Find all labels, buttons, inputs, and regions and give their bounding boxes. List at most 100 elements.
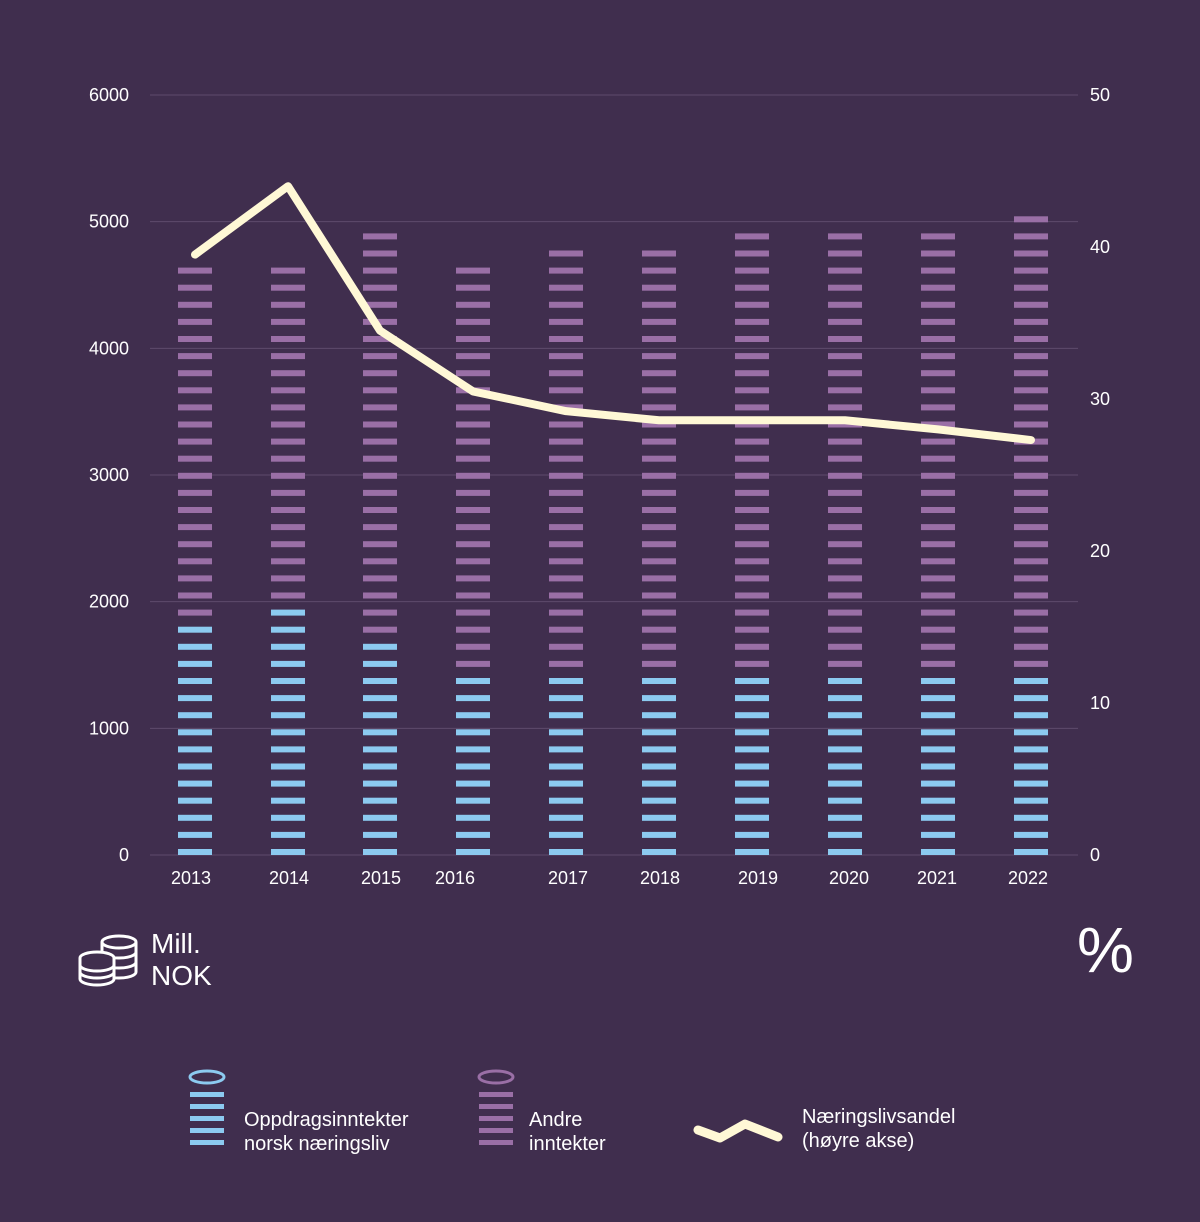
right-tick-label: 10: [1090, 693, 1110, 713]
blue-segment: [549, 780, 583, 787]
blue-segment: [456, 831, 490, 838]
purple-segment: [735, 472, 769, 479]
purple-segment: [271, 421, 305, 428]
purple-segment: [549, 575, 583, 582]
blue-segment: [549, 712, 583, 719]
right-axis-ticks: 0 10 20 30 40 50: [1090, 85, 1110, 865]
left-tick-label: 2000: [89, 592, 129, 612]
blue-segment: [642, 763, 676, 770]
purple-segment: [363, 233, 397, 240]
blue-segment: [178, 695, 212, 702]
purple-segment: [1014, 524, 1048, 531]
purple-segment: [642, 421, 676, 428]
purple-segment: [363, 284, 397, 291]
right-tick-label: 40: [1090, 237, 1110, 257]
purple-segment: [178, 507, 212, 513]
blue-segment: [642, 780, 676, 787]
blue-segment: [271, 712, 305, 719]
purple-segment: [642, 524, 676, 531]
blue-segment: [1014, 746, 1048, 753]
purple-segment: [271, 370, 305, 377]
purple-segment: [828, 609, 862, 616]
purple-segment: [363, 267, 397, 274]
purple-segment: [549, 370, 583, 377]
purple-segment: [921, 643, 955, 650]
blue-segment: [363, 780, 397, 787]
bar-blue-2018: [642, 678, 676, 855]
purple-segment: [735, 387, 769, 394]
bars: [178, 216, 1048, 855]
purple-segment: [456, 507, 490, 513]
blue-segment: [178, 814, 212, 821]
legend-label-blue: Oppdragsinntekter norsk næringsliv: [244, 1108, 409, 1156]
purple-segment: [642, 318, 676, 325]
bar-purple-2021: [921, 233, 955, 667]
purple-segment: [456, 455, 490, 462]
purple-segment: [642, 558, 676, 565]
purple-segment: [828, 336, 862, 342]
purple-segment: [363, 507, 397, 513]
purple-segment: [921, 609, 955, 616]
blue-segment: [363, 831, 397, 838]
purple-segment: [271, 524, 305, 531]
purple-segment: [363, 575, 397, 582]
legend-purple-stack-icon: [477, 1069, 515, 1145]
blue-segment: [549, 831, 583, 838]
blue-segment: [828, 763, 862, 770]
blue-segment: [1014, 712, 1048, 719]
purple-segment: [828, 250, 862, 257]
bar-purple-2019: [735, 233, 769, 667]
blue-segment: [271, 695, 305, 702]
purple-segment: [363, 592, 397, 599]
left-unit-line1: Mill.: [151, 928, 201, 959]
purple-segment: [456, 353, 490, 360]
blue-segment: [1014, 695, 1048, 702]
x-tick-label: 2022: [1008, 868, 1048, 888]
purple-segment: [735, 438, 769, 445]
blue-segment: [549, 849, 583, 855]
purple-segment: [1014, 404, 1048, 411]
blue-segment: [828, 712, 862, 719]
purple-segment: [828, 370, 862, 377]
purple-segment: [271, 318, 305, 325]
purple-segment: [363, 609, 397, 616]
purple-segment: [363, 370, 397, 377]
purple-segment: [1014, 318, 1048, 325]
blue-segment: [271, 746, 305, 753]
blue-segment: [271, 849, 305, 855]
legend-stack-top: [477, 1069, 515, 1085]
purple-segment: [828, 455, 862, 462]
purple-segment: [363, 558, 397, 565]
blue-segment: [271, 660, 305, 667]
purple-segment: [456, 592, 490, 599]
purple-segment: [921, 421, 955, 428]
purple-segment: [549, 541, 583, 548]
purple-segment: [642, 301, 676, 308]
purple-segment: [921, 541, 955, 548]
purple-segment: [549, 626, 583, 633]
purple-segment: [921, 301, 955, 308]
legend-stack-segment: [190, 1104, 224, 1109]
purple-segment: [271, 336, 305, 342]
blue-segment: [828, 814, 862, 821]
purple-segment: [1014, 558, 1048, 565]
x-tick-label: 2021: [917, 868, 957, 888]
x-tick-label: 2016: [435, 868, 475, 888]
purple-segment: [549, 318, 583, 325]
purple-segment: [1014, 455, 1048, 462]
purple-segment: [178, 387, 212, 394]
purple-segment: [735, 592, 769, 599]
purple-segment: [549, 455, 583, 462]
bar-purple-2020: [828, 233, 862, 667]
purple-segment: [828, 233, 862, 240]
purple-segment: [642, 267, 676, 274]
purple-segment: [642, 575, 676, 582]
purple-segment: [549, 592, 583, 599]
purple-segment: [828, 524, 862, 531]
blue-segment: [363, 797, 397, 804]
purple-segment: [642, 455, 676, 462]
blue-segment: [1014, 763, 1048, 770]
purple-segment: [921, 404, 955, 411]
purple-segment: [642, 336, 676, 342]
blue-segment: [642, 849, 676, 855]
